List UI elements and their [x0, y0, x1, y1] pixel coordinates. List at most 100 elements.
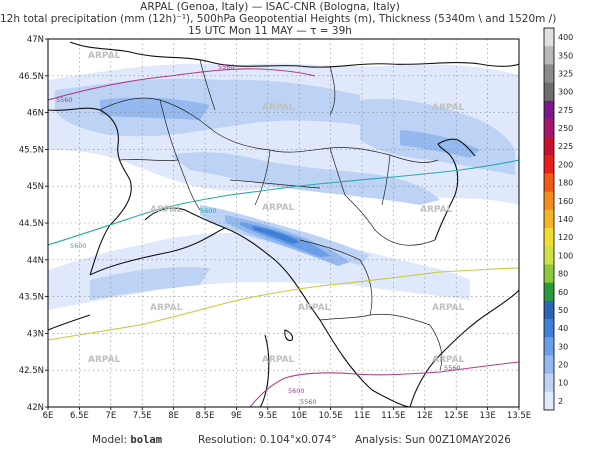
colorbar-swatch	[544, 46, 554, 65]
colorbar-label: 275	[558, 106, 573, 115]
watermark: ARPAL	[262, 203, 295, 213]
colorbar-swatch	[544, 373, 554, 393]
lat-tick-label: 45N	[27, 182, 44, 192]
lon-tick-label: 13.5E	[507, 411, 531, 421]
lon-tick-label: 10.5E	[318, 411, 342, 421]
watermark: ARPAL	[432, 103, 465, 113]
colorbar-swatch	[544, 155, 554, 174]
precipitation-colorbar: 4003503253002752502252001801601401201008…	[543, 27, 573, 411]
watermark: ARPAL	[432, 303, 465, 313]
colorbar-swatch	[544, 319, 554, 338]
lat-tick-label: 43N	[27, 329, 44, 339]
colorbar-swatch	[544, 118, 554, 138]
lon-tick-label: 8.5E	[196, 411, 215, 421]
model-value: bolam	[130, 434, 163, 446]
watermark: ARPAL	[298, 303, 331, 313]
lon-tick-label: 7.5E	[133, 411, 152, 421]
contour-labels: 5560 5560 5600 5600 5560 5600 5560	[56, 63, 461, 406]
colorbar-swatch	[544, 137, 554, 156]
colorbar-swatch	[544, 228, 554, 247]
lon-tick-label: 6E	[43, 411, 54, 421]
colorbar-swatch	[544, 173, 554, 193]
lon-tick-label: 11.5E	[381, 411, 405, 421]
longitude-axis: 6E 6.5E 7E 7.5E 8E 8.5E 9E 9.5E 10E 10.5E 11E 11.5E…	[43, 407, 531, 421]
colorbar-label: 50	[558, 306, 568, 315]
lon-tick-label: 10E	[291, 411, 307, 421]
colorbar-swatch	[544, 191, 554, 211]
lon-tick-label: 6.5E	[70, 411, 89, 421]
colorbar-label: 140	[558, 215, 573, 224]
colorbar-swatch	[544, 82, 554, 102]
watermark: ARPAL	[432, 355, 465, 365]
colorbar-label: 10	[558, 379, 568, 388]
colorbar-label: 60	[558, 288, 568, 297]
watermark: ARPAL	[150, 303, 183, 313]
colorbar-label: 200	[558, 160, 573, 169]
watermarks: ARPAL ARPAL ARPAL ARPAL ARPAL ARPAL ARPA…	[88, 51, 465, 365]
colorbar-swatch	[544, 28, 554, 47]
lat-tick-label: 42N	[27, 403, 44, 413]
resolution-value: 0.104°x0.074°	[259, 434, 337, 446]
colorbar-label: 80	[558, 270, 568, 279]
watermark: ARPAL	[88, 51, 121, 61]
colorbar-swatch	[544, 300, 554, 320]
contour-label: 5560	[56, 96, 73, 104]
title-line-3: 15 UTC Mon 11 MAY — τ = 39h	[188, 25, 352, 37]
colorbar-label: 180	[558, 179, 573, 188]
lat-tick-label: 43.5N	[19, 293, 44, 303]
watermark: ARPAL	[262, 103, 295, 113]
lon-tick-label: 11E	[354, 411, 370, 421]
latitude-axis: 47N 46.5N 46N 45.5N 45N 44.5N 44N 43.5N 43N 42.5N…	[19, 35, 48, 413]
lat-tick-label: 44N	[27, 256, 44, 266]
colorbar-swatch	[544, 64, 554, 83]
colorbar-label: 20	[558, 361, 568, 370]
lat-tick-label: 45.5N	[19, 145, 44, 155]
colorbar-swatch	[544, 264, 554, 283]
colorbar-label: 2	[558, 397, 563, 406]
lat-tick-label: 46N	[27, 109, 44, 119]
contour-label: 5600	[288, 387, 305, 395]
colorbar-label: 40	[558, 324, 568, 333]
resolution-label: Resolution:	[198, 434, 257, 446]
lat-tick-label: 44.5N	[19, 219, 44, 229]
colorbar-frame	[543, 27, 555, 411]
colorbar-label: 100	[558, 251, 573, 260]
coastlines	[48, 41, 519, 407]
colorbar-label: 225	[558, 142, 573, 151]
colorbar-swatch	[544, 355, 554, 374]
lon-tick-label: 12E	[417, 411, 433, 421]
title-line-1: ARPAL (Genoa, Italy) — ISAC-CNR (Bologna…	[140, 1, 400, 13]
contour-label: 5560	[218, 63, 235, 71]
colorbar-label: 30	[558, 342, 568, 351]
watermark: ARPAL	[88, 355, 121, 365]
lat-tick-label: 42.5N	[19, 366, 44, 376]
colorbar-label: 160	[558, 197, 573, 206]
colorbar-swatch	[544, 246, 554, 265]
resolution-info: Resolution: 0.104°x0.074°	[198, 434, 337, 446]
colorbar-label: 120	[558, 233, 573, 242]
lon-tick-label: 13E	[480, 411, 496, 421]
colorbar-label: 325	[558, 69, 573, 78]
colorbar-swatch	[544, 282, 554, 302]
lon-tick-label: 7E	[105, 411, 116, 421]
regional-borders	[99, 59, 443, 371]
colorbar-swatch	[544, 391, 554, 411]
watermark: ARPAL	[262, 355, 295, 365]
lon-tick-label: 12.5E	[444, 411, 468, 421]
geopotential-contours	[48, 68, 519, 407]
colorbar-label: 350	[558, 51, 573, 60]
analysis-value: Sun 00Z10MAY2026	[405, 434, 511, 446]
contour-label: 5560	[300, 398, 317, 406]
colorbar-label: 300	[558, 88, 573, 97]
lon-tick-label: 9E	[231, 411, 242, 421]
contour-label: 5560	[444, 364, 461, 372]
lat-tick-label: 46.5N	[19, 72, 44, 82]
lon-tick-label: 8E	[168, 411, 179, 421]
colorbar-label: 400	[558, 33, 573, 42]
contour-label: 5600	[200, 207, 217, 215]
colorbar-swatch	[544, 100, 554, 120]
lat-tick-label: 47N	[27, 35, 44, 45]
colorbar-label: 250	[558, 124, 573, 133]
precipitation-field	[48, 63, 519, 310]
